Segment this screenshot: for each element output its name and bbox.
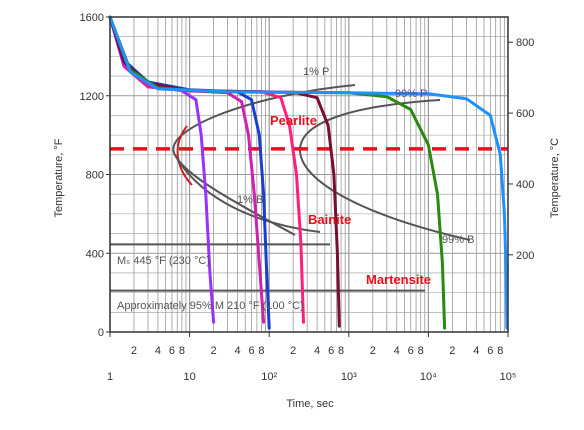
pearlite-start-curve: [172, 84, 356, 236]
y-left-tick-label: 1600: [80, 12, 104, 24]
cooling-curve-7: [108, 15, 509, 330]
region-label-martensite: Martensite: [366, 272, 431, 287]
annotation-1pct-bainite: 1% B: [237, 194, 263, 206]
annotation-1pct-pearlite: 1% P: [303, 66, 329, 78]
x-minor-tick-label: 8: [338, 345, 344, 357]
y-right-tick-label: 200: [516, 250, 534, 262]
x-major-tick-label: 10²: [261, 371, 277, 383]
x-minor-tick-label: 6: [248, 345, 254, 357]
x-minor-tick-label: 4: [314, 345, 320, 357]
y-right-tick-label: 400: [516, 179, 534, 191]
x-minor-tick-label: 4: [234, 345, 240, 357]
x-major-tick-label: 10: [183, 371, 195, 383]
y-axis-right: 200 400 600 800: [508, 37, 534, 262]
y-left-tick-label: 0: [98, 327, 104, 339]
annotation-ms-temperature: Mₛ 445 °F (230 °C): [117, 255, 210, 267]
region-label-bainite: Bainite: [308, 212, 351, 227]
x-minor-tick-label: 4: [394, 345, 400, 357]
x-minor-tick-label: 2: [370, 345, 376, 357]
y-left-tick-label: 800: [86, 170, 104, 182]
x-major-tick-label: 10³: [341, 371, 357, 383]
bainite-start-line: [174, 154, 321, 233]
x-major-tick-label: 10⁴: [420, 371, 437, 383]
annotation-m95-temperature: Approximately 95% M 210 °F (100 °C): [117, 300, 304, 312]
x-minor-tick-label: 4: [155, 345, 161, 357]
y-right-tick-label: 800: [516, 37, 534, 49]
x-minor-tick-label: 8: [418, 345, 424, 357]
cooling-curves: [108, 15, 509, 330]
y-left-tick-label: 400: [86, 248, 104, 260]
x-minor-tick-label: 6: [487, 345, 493, 357]
x-minor-tick-label: 4: [473, 345, 479, 357]
grid: [109, 16, 508, 333]
x-minor-tick-label: 8: [497, 345, 503, 357]
x-minor-tick-label: 2: [449, 345, 455, 357]
cooling-curve-5: [108, 15, 341, 328]
x-major-tick-label: 1: [107, 371, 113, 383]
annotation-99pct-bainite: 99% B: [442, 234, 474, 246]
y-axis-right-title: Temperature, °C: [549, 138, 561, 218]
region-label-pearlite: Pearlite: [270, 113, 317, 128]
x-minor-tick-label: 6: [328, 345, 334, 357]
pearlite-start-nose: [176, 125, 193, 186]
cooling-curve-4: [108, 15, 305, 324]
y-left-tick-label: 1200: [80, 91, 104, 103]
x-minor-tick-label: 8: [179, 345, 185, 357]
x-minor-tick-label: 2: [131, 345, 137, 357]
x-minor-tick-label: 2: [210, 345, 216, 357]
y-axis-left: 0 400 800 1200 1600: [80, 12, 110, 339]
x-major-tick-label: 10⁵: [500, 371, 517, 383]
y-axis-left-title: Temperature, °F: [53, 138, 65, 217]
x-minor-tick-label: 6: [169, 345, 175, 357]
x-minor-tick-label: 8: [258, 345, 264, 357]
x-minor-tick-label: 2: [290, 345, 296, 357]
x-minor-tick-label: 6: [408, 345, 414, 357]
annotation-99pct-pearlite: 99% P: [395, 88, 427, 100]
y-right-tick-label: 600: [516, 108, 534, 120]
x-axis-title: Time, sec: [286, 398, 334, 410]
